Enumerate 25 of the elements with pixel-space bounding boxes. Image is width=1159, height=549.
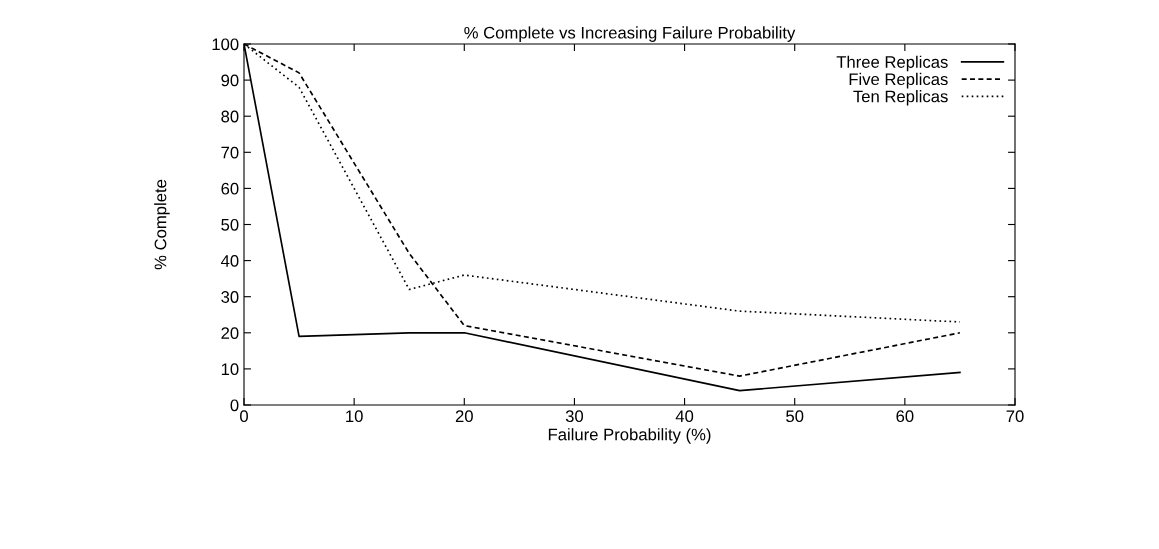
- y-tick-label: 70: [221, 146, 239, 159]
- legend-label: Five Replicas: [849, 72, 948, 89]
- y-tick-label: 20: [221, 327, 239, 339]
- x-tick-label: 40: [675, 410, 694, 423]
- y-axis-title: % Complete: [154, 179, 170, 270]
- x-tick-label: 10: [346, 410, 363, 423]
- y-tick-label: 100: [212, 38, 239, 51]
- x-axis-title: Failure Probability (%): [548, 428, 711, 444]
- y-tick-label: 90: [221, 74, 239, 87]
- x-tick-label: 30: [565, 410, 584, 423]
- y-tick-label: 80: [221, 110, 239, 123]
- y-tick-label: 30: [221, 291, 239, 303]
- x-tick-label: 70: [1006, 410, 1024, 423]
- y-tick-label: 40: [220, 255, 239, 267]
- x-tick-label: 0: [240, 410, 248, 423]
- legend-label: Three Replicas: [836, 55, 948, 72]
- y-tick-label: 60: [221, 182, 239, 195]
- y-tick-label: 10: [221, 363, 239, 376]
- x-tick-label: 20: [455, 410, 473, 423]
- x-tick-label: 60: [896, 410, 914, 423]
- y-tick-label: 50: [221, 218, 239, 231]
- chart-title: % Complete vs Increasing Failure Probability: [464, 26, 796, 42]
- legend-label: Ten Replicas: [853, 90, 948, 106]
- y-tick-label: 0: [230, 399, 239, 412]
- x-tick-label: 50: [786, 410, 804, 423]
